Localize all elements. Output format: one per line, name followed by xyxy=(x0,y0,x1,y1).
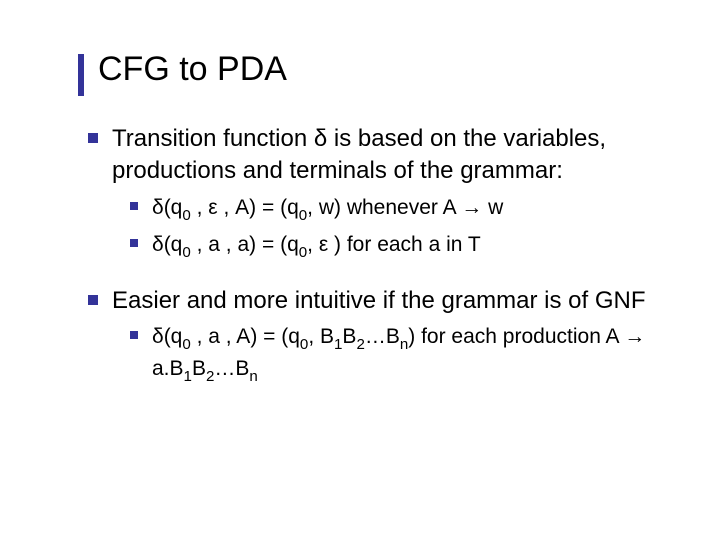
bullet-item: Transition function δ is based on the va… xyxy=(88,123,660,188)
bullet-text: δ(q0 , ε , A) = (q0, w) whenever A → w xyxy=(152,194,503,226)
bullet-text: δ(q0 , a , a) = (q0, ε ) for each a in T xyxy=(152,231,481,263)
square-bullet-icon xyxy=(130,202,138,210)
spacer xyxy=(88,269,660,285)
square-bullet-icon xyxy=(88,133,98,143)
square-bullet-icon xyxy=(88,295,98,305)
bullet-item: δ(q0 , a , A) = (q0, B1B2…Bn) for each p… xyxy=(130,323,660,386)
slide: CFG to PDA Transition function δ is base… xyxy=(0,0,720,433)
title-accent-bar xyxy=(78,54,84,96)
square-bullet-icon xyxy=(130,239,138,247)
bullet-text: Easier and more intuitive if the grammar… xyxy=(112,285,646,317)
slide-title: CFG to PDA xyxy=(78,50,660,89)
slide-content: Transition function δ is based on the va… xyxy=(78,123,660,387)
square-bullet-icon xyxy=(130,331,138,339)
title-region: CFG to PDA xyxy=(78,50,660,89)
bullet-text: Transition function δ is based on the va… xyxy=(112,123,660,188)
bullet-item: Easier and more intuitive if the grammar… xyxy=(88,285,660,317)
bullet-item: δ(q0 , a , a) = (q0, ε ) for each a in T xyxy=(130,231,660,263)
bullet-item: δ(q0 , ε , A) = (q0, w) whenever A → w xyxy=(130,194,660,226)
bullet-text: δ(q0 , a , A) = (q0, B1B2…Bn) for each p… xyxy=(152,323,660,386)
